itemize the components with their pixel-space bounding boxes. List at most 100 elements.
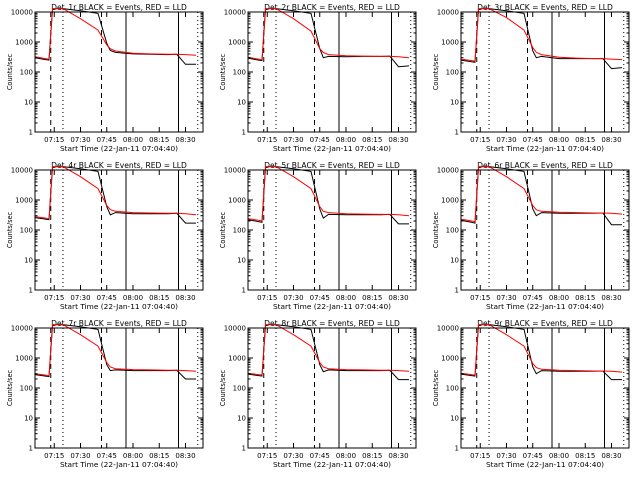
x-tick-label: 07:30 <box>283 294 303 302</box>
y-tick-label: 10 <box>24 99 33 107</box>
plot-frame <box>34 169 204 291</box>
y-tick-label: 10000 <box>437 9 459 17</box>
x-axis-label: Start Time (22-Jan-11 07:04:40) <box>60 460 178 469</box>
y-tick-label: 10000 <box>224 167 246 175</box>
x-tick-label: 08:15 <box>575 136 595 144</box>
plot-frame <box>460 327 630 449</box>
x-tick-label: 08:30 <box>388 136 408 144</box>
x-tick-label: 07:45 <box>97 136 117 144</box>
y-tick-label: 1 <box>455 129 459 137</box>
x-tick-label: 07:45 <box>310 452 330 460</box>
x-axis-label: Start Time (22-Jan-11 07:04:40) <box>273 144 391 153</box>
panel-2: Det_2r BLACK = Events, RED = LLD 1 10 100 10… <box>219 3 417 153</box>
panel-title: Det_8r BLACK = Events, RED = LLD <box>264 319 400 328</box>
y-tick-label: 10000 <box>11 9 33 17</box>
x-tick-label: 08:30 <box>175 294 195 302</box>
y-tick-label: 10 <box>237 257 246 265</box>
x-tick-label: 07:30 <box>496 294 516 302</box>
y-tick-label: 10 <box>450 99 459 107</box>
y-axis-label: Counts/sec <box>6 211 14 248</box>
panel-9: Det_9r BLACK = Events, RED = LLD 1 10 100 10… <box>432 319 630 469</box>
y-axis-label: Counts/sec <box>432 53 440 90</box>
series-line-events <box>34 8 196 65</box>
x-tick-label: 07:30 <box>283 452 303 460</box>
y-tick-label: 100 <box>446 385 459 393</box>
x-tick-label: 08:00 <box>549 452 569 460</box>
panel-title: Det_5r BLACK = Events, RED = LLD <box>264 161 400 170</box>
y-tick-label: 1000 <box>15 355 33 363</box>
series-line-events <box>247 324 409 381</box>
series-line-lld <box>247 166 410 222</box>
panel-title: Det_6r BLACK = Events, RED = LLD <box>477 161 613 170</box>
y-tick-label: 1 <box>29 445 33 453</box>
plot-frame <box>34 327 204 449</box>
y-tick-label: 10 <box>24 415 33 423</box>
plot-frame <box>247 327 417 449</box>
y-tick-label: 10 <box>237 99 246 107</box>
x-tick-label: 07:45 <box>310 294 330 302</box>
x-tick-label: 07:15 <box>44 294 64 302</box>
x-tick-label: 07:45 <box>523 452 543 460</box>
x-tick-label: 08:00 <box>123 136 143 144</box>
x-tick-label: 07:30 <box>70 452 90 460</box>
panel-7: Det_7r BLACK = Events, RED = LLD 1 10 100 10… <box>6 319 204 469</box>
series-line-events <box>247 8 410 68</box>
panel-3: Det_3r BLACK = Events, RED = LLD 1 10 100 10… <box>432 3 630 153</box>
series-line-lld <box>460 8 623 62</box>
x-axis-label: Start Time (22-Jan-11 07:04:40) <box>273 302 391 311</box>
panel-6: Det_6r BLACK = Events, RED = LLD 1 10 100 10… <box>432 161 630 311</box>
x-axis-label: Start Time (22-Jan-11 07:04:40) <box>60 144 178 153</box>
x-tick-label: 08:00 <box>336 136 356 144</box>
series-line-lld <box>34 166 197 220</box>
y-tick-label: 10000 <box>11 167 33 175</box>
y-tick-label: 10000 <box>224 325 246 333</box>
x-tick-label: 07:15 <box>470 452 490 460</box>
x-tick-label: 07:15 <box>470 294 490 302</box>
x-tick-label: 07:45 <box>310 136 330 144</box>
x-tick-label: 07:45 <box>97 452 117 460</box>
x-tick-label: 08:00 <box>549 294 569 302</box>
x-axis-label: Start Time (22-Jan-11 07:04:40) <box>60 302 178 311</box>
y-axis-label: Counts/sec <box>6 369 14 406</box>
x-tick-label: 07:45 <box>523 136 543 144</box>
x-tick-label: 07:15 <box>44 136 64 144</box>
panel-title: Det_7r BLACK = Events, RED = LLD <box>51 319 187 328</box>
y-tick-label: 100 <box>446 227 459 235</box>
x-tick-label: 07:45 <box>523 294 543 302</box>
y-tick-label: 100 <box>233 385 246 393</box>
y-tick-label: 100 <box>446 69 459 77</box>
x-tick-label: 08:30 <box>388 452 408 460</box>
x-tick-label: 07:15 <box>257 294 277 302</box>
y-tick-label: 100 <box>20 227 33 235</box>
y-tick-label: 1 <box>29 287 33 295</box>
plot-frame <box>34 11 204 133</box>
panel-title: Det_9r BLACK = Events, RED = LLD <box>477 319 613 328</box>
y-tick-label: 1 <box>242 287 246 295</box>
series-line-events <box>247 166 409 225</box>
y-tick-label: 1000 <box>15 197 33 205</box>
panel-title: Det_4r BLACK = Events, RED = LLD <box>51 161 187 170</box>
y-axis-label: Counts/sec <box>432 211 440 248</box>
panel-4: Det_4r BLACK = Events, RED = LLD 1 10 100 10… <box>6 161 204 311</box>
y-tick-label: 10000 <box>11 325 33 333</box>
x-tick-label: 07:30 <box>283 136 303 144</box>
y-tick-label: 1 <box>455 287 459 295</box>
y-tick-label: 1000 <box>441 355 459 363</box>
x-tick-label: 07:30 <box>496 452 516 460</box>
y-tick-label: 1000 <box>228 197 246 205</box>
panel-title: Det_1r BLACK = Events, RED = LLD <box>51 3 187 12</box>
y-tick-label: 100 <box>233 227 246 235</box>
plot-frame <box>247 11 417 133</box>
plot-frame <box>460 169 630 291</box>
y-tick-label: 10 <box>450 415 459 423</box>
y-tick-label: 10 <box>24 257 33 265</box>
x-tick-label: 07:30 <box>70 294 90 302</box>
y-axis-label: Counts/sec <box>6 53 14 90</box>
y-tick-label: 1000 <box>441 197 459 205</box>
y-tick-label: 10000 <box>224 9 246 17</box>
series-line-lld <box>460 166 623 223</box>
y-axis-label: Counts/sec <box>432 369 440 406</box>
y-axis-label: Counts/sec <box>219 53 227 90</box>
series-line-lld <box>34 8 197 60</box>
series-line-events <box>460 8 623 70</box>
